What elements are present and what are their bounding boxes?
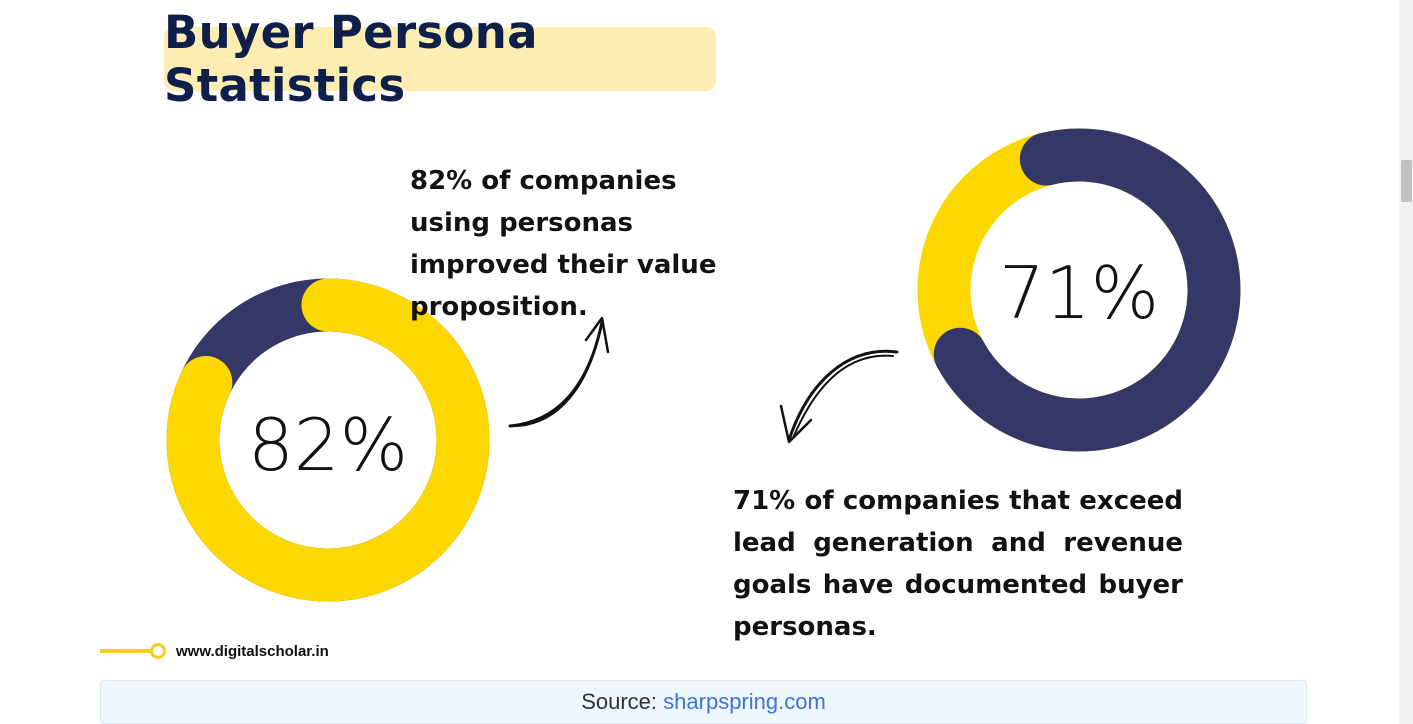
percent-label: 71% <box>999 251 1159 335</box>
donut-value-arc <box>166 278 490 602</box>
source-prefix: Source: <box>581 689 658 714</box>
source-link[interactable]: sharpspring.com <box>663 689 826 714</box>
percent-label: 82% <box>248 403 408 487</box>
page-title: Buyer Persona Statistics <box>164 6 538 112</box>
donut-chart-82: 82% <box>166 278 490 602</box>
donut-value-arc <box>933 128 1241 452</box>
title-banner: Buyer Persona Statistics <box>164 6 716 112</box>
watermark-url: www.digitalscholar.in <box>176 642 329 660</box>
stat-description-82: 82% of companies using personas improved… <box>410 166 717 322</box>
source-caption: Source: sharpspring.com <box>100 680 1307 724</box>
curved-arrow-up-icon <box>508 316 610 428</box>
watermark-dot-icon <box>150 643 166 659</box>
donut-chart-71: 71% <box>917 128 1241 452</box>
curved-arrow-down-icon <box>779 349 899 444</box>
stat-description-71: 71% of companies that exceed lead genera… <box>733 486 1183 642</box>
scrollbar-track[interactable] <box>1399 0 1413 724</box>
watermark-line <box>100 649 152 653</box>
watermark: www.digitalscholar.in <box>100 640 329 662</box>
scrollbar-thumb[interactable] <box>1401 160 1412 202</box>
